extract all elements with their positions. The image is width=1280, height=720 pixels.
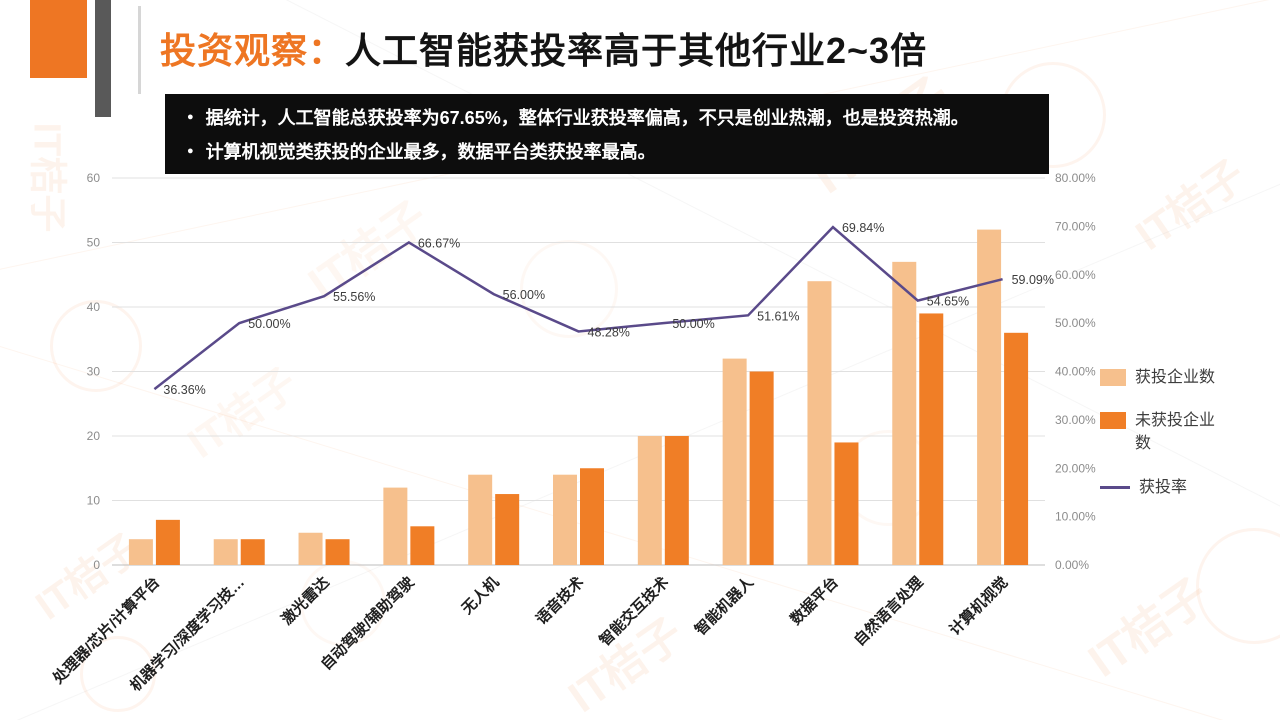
- bar-invested-count: [298, 532, 323, 565]
- category-label: 自动驾驶/辅助驾驶: [317, 573, 418, 674]
- bullet-item-1: ● 据统计，人工智能总获投率为67.65%，整体行业获投率偏高，不只是创业热潮，也…: [183, 104, 1031, 130]
- left-axis-tick: 0: [93, 558, 100, 572]
- bar-invested-count: [722, 358, 747, 565]
- right-axis-tick: 80.00%: [1055, 171, 1096, 185]
- rate-data-label: 50.00%: [248, 317, 290, 331]
- bar-not-invested-count: [919, 313, 944, 565]
- bar-invested-count: [807, 281, 832, 565]
- bar-not-invested-count: [1004, 332, 1029, 565]
- bullet-text-1: 据统计，人工智能总获投率为67.65%，整体行业获投率偏高，不只是创业热潮，也是…: [205, 108, 969, 128]
- rate-data-label: 54.65%: [927, 295, 969, 309]
- legend-item-invested: 获投企业数: [1100, 366, 1223, 389]
- left-axis-tick: 20: [87, 429, 101, 443]
- bar-invested-count: [468, 474, 493, 565]
- rate-data-label: 56.00%: [503, 288, 545, 302]
- bar-invested-count: [383, 487, 408, 565]
- legend-label-not-invested: 未获投企业数: [1135, 412, 1216, 453]
- bar-not-invested-count: [325, 539, 350, 565]
- rate-data-label: 55.56%: [333, 290, 375, 304]
- bar-not-invested-count: [410, 526, 435, 565]
- rate-data-label: 36.36%: [163, 383, 205, 397]
- bar-not-invested-count: [580, 468, 604, 565]
- right-axis-tick: 50.00%: [1055, 316, 1096, 330]
- left-axis-tick: 10: [87, 494, 101, 508]
- category-label: 智能交互技术: [596, 573, 672, 649]
- bar-not-invested-count: [664, 436, 689, 565]
- right-axis-tick: 10.00%: [1055, 510, 1096, 524]
- right-axis-tick: 60.00%: [1055, 268, 1096, 282]
- rate-data-label: 48.28%: [588, 325, 630, 339]
- legend-swatch-invested: [1100, 369, 1126, 386]
- header-gray-bar: [95, 0, 111, 117]
- bullet-icon: ●: [187, 145, 194, 157]
- left-axis-tick: 30: [87, 365, 101, 379]
- bar-not-invested-count: [749, 371, 774, 565]
- legend-item-not-invested: 未获投企业数: [1100, 409, 1223, 455]
- rate-data-label: 51.61%: [757, 309, 799, 323]
- category-label: 语音技术: [532, 573, 587, 628]
- legend-label-invested: 获投企业数: [1135, 369, 1216, 386]
- bar-invested-count: [213, 539, 238, 565]
- rate-data-label: 66.67%: [418, 236, 460, 250]
- category-label: 激光雷达: [278, 573, 333, 628]
- left-axis-tick: 40: [87, 300, 101, 314]
- title-text: 人工智能获投率高于其他行业2~3倍: [345, 30, 928, 71]
- bar-not-invested-count: [495, 494, 520, 565]
- bar-invested-count: [128, 539, 153, 565]
- bullet-icon: ●: [187, 111, 194, 123]
- bar-not-invested-count: [834, 442, 859, 565]
- bar-not-invested-count: [240, 539, 265, 565]
- right-axis-tick: 20.00%: [1055, 461, 1096, 475]
- bar-invested-count: [637, 436, 662, 565]
- bar-not-invested-count: [155, 519, 180, 565]
- header-orange-block: [30, 0, 87, 78]
- right-axis-tick: 40.00%: [1055, 365, 1096, 379]
- category-label: 智能机器人: [691, 572, 757, 638]
- bar-invested-count: [553, 474, 577, 565]
- legend-swatch-rate-line: [1100, 485, 1130, 489]
- title-prefix: 投资观察：: [160, 30, 346, 71]
- category-label: 自然语言处理: [850, 573, 926, 649]
- legend-swatch-not-invested: [1100, 412, 1126, 430]
- category-label: 数据平台: [787, 573, 842, 628]
- page-title: 投资观察：人工智能获投率高于其他行业2~3倍: [160, 22, 927, 74]
- right-axis-tick: 70.00%: [1055, 219, 1096, 233]
- summary-box: ● 据统计，人工智能总获投率为67.65%，整体行业获投率偏高，不只是创业热潮，也…: [165, 94, 1049, 174]
- left-axis-tick: 50: [87, 236, 101, 250]
- bar-invested-count: [892, 261, 917, 565]
- legend-label-rate: 获投率: [1139, 478, 1188, 496]
- header-divider: [138, 6, 141, 94]
- rate-data-label: 59.09%: [1012, 273, 1054, 287]
- rate-line: [153, 225, 1003, 391]
- right-axis-tick: 30.00%: [1055, 413, 1096, 427]
- category-label: 计算机视觉: [946, 573, 1012, 639]
- category-label: 无人机: [457, 573, 502, 618]
- right-axis-tick: 0.00%: [1055, 558, 1089, 572]
- legend-item-rate: 获投率: [1100, 476, 1223, 499]
- bullet-item-2: ● 计算机视觉类获投的企业最多，数据平台类获投率最高。: [183, 138, 1031, 164]
- bullet-text-2: 计算机视觉类获投的企业最多，数据平台类获投率最高。: [205, 142, 656, 162]
- rate-data-label: 69.84%: [842, 221, 884, 235]
- rate-data-label: 50.00%: [672, 317, 714, 331]
- left-axis-tick: 60: [87, 171, 101, 185]
- chart-legend: 获投企业数 未获投企业数 获投率: [1100, 366, 1223, 499]
